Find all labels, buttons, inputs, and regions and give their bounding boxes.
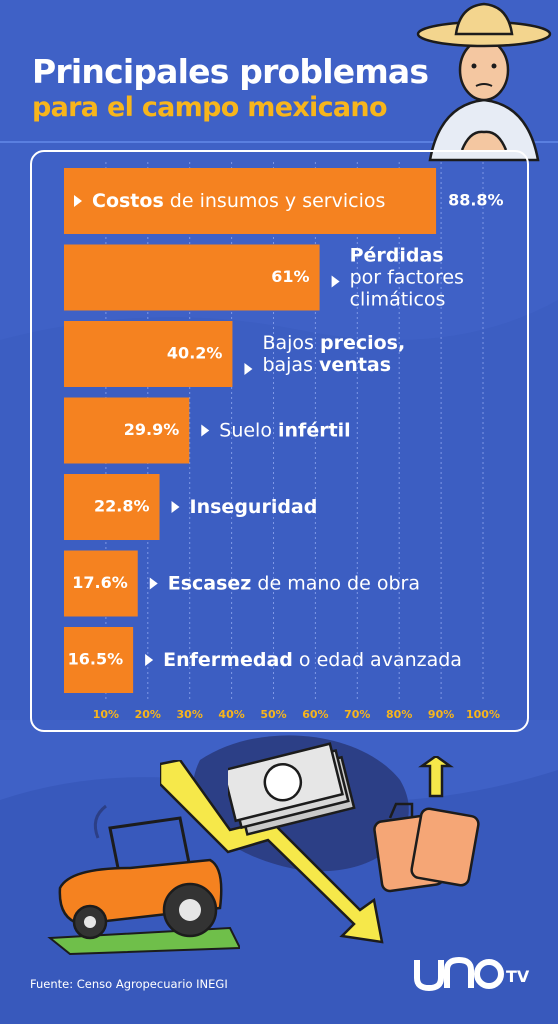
bar [64, 550, 138, 617]
category-arrow-icon [331, 275, 340, 288]
category-arrow-icon [201, 424, 210, 437]
category-arrow-icon [171, 501, 180, 513]
tractor-illustration [47, 804, 240, 956]
value-label: 16.5% [68, 650, 124, 669]
x-tick-label: 40% [218, 708, 244, 721]
value-label: 61% [271, 267, 309, 286]
category-arrow-icon [74, 195, 82, 207]
x-tick-label: 50% [260, 708, 286, 721]
x-tick-label: 60% [302, 708, 328, 721]
money-bills-illustration [228, 742, 356, 836]
x-tick-label: 100% [466, 708, 500, 721]
category-label: Bajos precios, bajas ventas [262, 332, 405, 376]
value-label: 22.8% [94, 497, 150, 516]
farmer-illustration [416, 2, 552, 162]
category-label: Suelo infértil [219, 419, 350, 441]
value-label: 88.8% [448, 191, 504, 210]
bar [64, 244, 320, 311]
x-tick-label: 20% [135, 708, 161, 721]
x-tick-label: 80% [386, 708, 412, 721]
category-label: Costos de insumos y servicios [92, 190, 385, 212]
category-arrow-icon [244, 363, 253, 375]
source-note: Fuente: Censo Agropecuario INEGI [30, 977, 228, 991]
x-tick-label: 30% [177, 708, 203, 721]
bar [64, 321, 233, 387]
bar [64, 397, 190, 464]
x-tick-label: 70% [344, 708, 370, 721]
svg-text:TV: TV [506, 967, 530, 986]
unotv-logo: TV [414, 956, 530, 992]
x-tick-label: 90% [428, 708, 454, 721]
value-label: 17.6% [72, 573, 128, 592]
x-tick-label: 10% [93, 708, 119, 721]
value-label: 29.9% [124, 420, 180, 439]
falling-arrow-illustration [160, 760, 384, 944]
title-line-1: Principales problemas [32, 52, 429, 91]
chart-frame [30, 150, 529, 732]
title-line-2: para el campo mexicano [32, 92, 387, 123]
bar [64, 474, 160, 540]
fuel-cans-illustration [373, 756, 480, 893]
bar [64, 627, 134, 693]
category-label: Enfermedad o edad avanzada [163, 649, 462, 671]
category-label: Escasez de mano de obra [168, 572, 420, 594]
category-arrow-icon [149, 577, 158, 590]
value-label: 40.2% [167, 344, 223, 363]
category-arrow-icon [145, 654, 154, 666]
category-label: Pérdidas por factores climáticos [350, 244, 464, 310]
category-label: Inseguridad [190, 496, 318, 518]
bar [64, 168, 437, 234]
